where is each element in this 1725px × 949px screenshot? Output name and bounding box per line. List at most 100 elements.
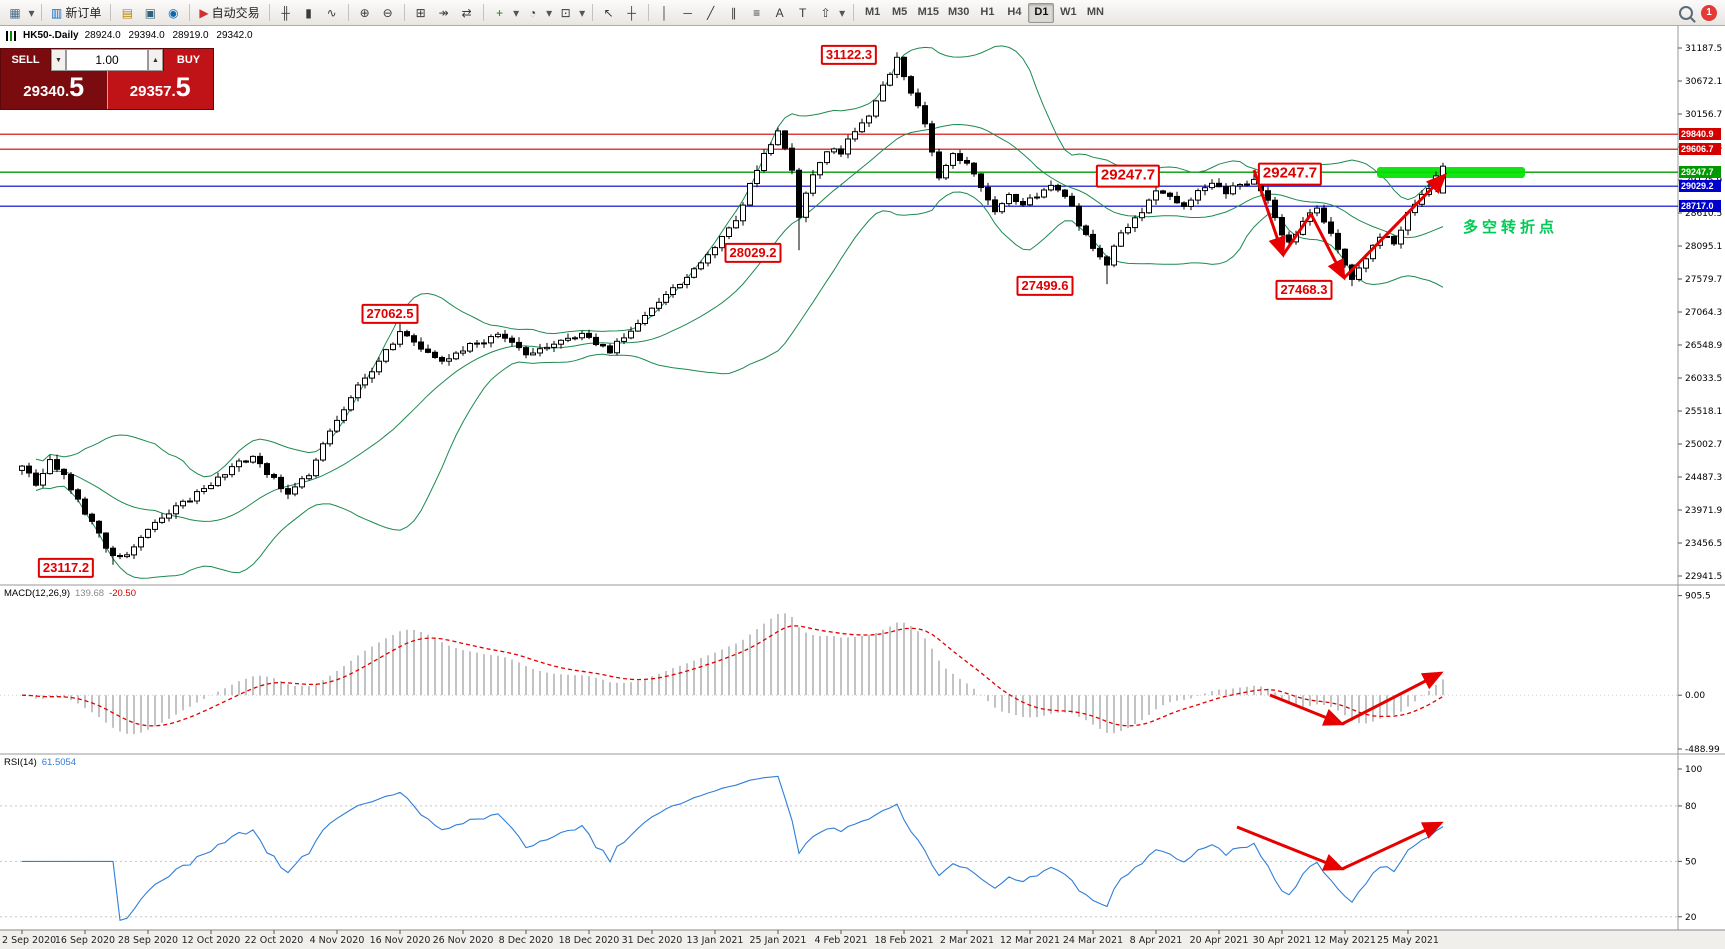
toolbar-separator: [852, 4, 854, 21]
search-icon[interactable]: [1679, 5, 1693, 20]
buy-price[interactable]: 29357. 5: [107, 71, 213, 109]
rsi-panel[interactable]: 100 80 50 20: [0, 765, 1702, 923]
svg-text:4 Feb 2021: 4 Feb 2021: [814, 935, 867, 946]
bar-chart-button[interactable]: ╫: [275, 3, 297, 23]
svg-text:30156.7: 30156.7: [1685, 110, 1722, 120]
indicators-button[interactable]: +: [489, 3, 511, 23]
sell-price[interactable]: 29340. 5: [1, 71, 108, 109]
symbol-low: 28919.0: [172, 30, 209, 41]
arrows-dropdown-icon: ▾: [839, 5, 846, 20]
indicators-icon: +: [496, 5, 504, 20]
new-order-button-label: 新订单: [65, 5, 102, 20]
navigator-button[interactable]: ◉: [162, 3, 184, 23]
svg-text:30672.1: 30672.1: [1685, 77, 1722, 87]
svg-text:12 May 2021: 12 May 2021: [1314, 935, 1376, 946]
macd-panel[interactable]: 905.5 0.00 -488.99: [0, 592, 1720, 755]
volume-increase-button[interactable]: ▲: [148, 49, 163, 71]
auto-trading-button-button[interactable]: ▶ 自动交易: [195, 3, 263, 23]
auto-scroll-button[interactable]: ↠: [433, 3, 455, 23]
price-scale-tag: 29840.9: [1679, 128, 1721, 141]
svg-text:12 Mar 2021: 12 Mar 2021: [1000, 935, 1060, 946]
svg-text:22 Oct 2020: 22 Oct 2020: [245, 935, 304, 946]
cursor-button[interactable]: ↖: [598, 3, 620, 23]
equidistant-channel-button[interactable]: ∥: [723, 3, 745, 23]
text-tool-button[interactable]: A: [769, 3, 791, 23]
svg-text:25518.1: 25518.1: [1685, 407, 1722, 417]
volume-up-icon: ▲: [152, 56, 159, 64]
price-annotation: 29247.7: [1257, 162, 1323, 186]
text-tool-icon: A: [775, 5, 784, 20]
templates-button[interactable]: ⊡: [555, 3, 577, 23]
timeframe-button-h4[interactable]: H4: [1001, 3, 1027, 23]
equidistant-channel-icon: ∥: [730, 5, 737, 20]
annotation-arrows: [1236, 169, 1448, 871]
volume-decrease-button[interactable]: ▼: [51, 49, 66, 71]
chart-shift-button[interactable]: ⇄: [456, 3, 478, 23]
timeframe-button-h1[interactable]: H1: [974, 3, 1000, 23]
timeframe-button-d1[interactable]: D1: [1028, 2, 1055, 23]
price-scale[interactable]: 31187.530672.130156.729641.329125.928610…: [1678, 44, 1722, 582]
horizontal-line-button[interactable]: ─: [677, 3, 699, 23]
periods-button[interactable]: ◔: [522, 3, 544, 23]
data-window-button[interactable]: ▣: [139, 3, 161, 23]
text-label-button[interactable]: T: [792, 3, 814, 23]
timeframe-button-m5[interactable]: M5: [887, 3, 913, 23]
crosshair-button[interactable]: ┼: [621, 3, 643, 23]
timeframe-button-m30[interactable]: M30: [944, 3, 973, 23]
price-annotation: 27499.6: [1016, 275, 1074, 297]
sell-button[interactable]: SELL: [1, 49, 51, 71]
sell-price-main: 29340.: [23, 83, 70, 100]
data-window-icon: ▣: [144, 5, 157, 20]
indicators-dropdown-button[interactable]: ▾: [512, 3, 521, 23]
cursor-icon: ↖: [603, 5, 614, 20]
chart-list-dropdown-button[interactable]: ▾: [27, 3, 36, 23]
auto-trading-button-label: 自动交易: [211, 5, 260, 20]
price-annotation: 27062.5: [361, 303, 419, 325]
svg-text:50: 50: [1685, 857, 1697, 867]
svg-text:8 Apr 2021: 8 Apr 2021: [1130, 935, 1183, 946]
arrows-dropdown-button[interactable]: ▾: [838, 3, 847, 23]
periods-icon: ◔: [528, 5, 537, 20]
horizontal-line-icon: ─: [683, 5, 692, 20]
tile-windows-button[interactable]: ⊞: [410, 3, 432, 23]
notification-badge[interactable]: 1: [1701, 4, 1717, 21]
candlestick-chart-button[interactable]: ▮: [298, 3, 320, 23]
svg-text:-488.99: -488.99: [1685, 745, 1720, 755]
fibonacci-button[interactable]: ≡: [746, 3, 768, 23]
toolbar-separator: [41, 4, 42, 21]
svg-text:24487.3: 24487.3: [1685, 473, 1722, 483]
timeframe-button-mn[interactable]: MN: [1082, 3, 1108, 23]
new-order-button-button[interactable]: ▥ 新订单: [47, 3, 105, 23]
periods-dropdown-button[interactable]: ▾: [545, 3, 554, 23]
chart-frame: [0, 26, 1725, 949]
navigator-icon: ◉: [168, 5, 179, 20]
zoom-out-button[interactable]: ⊖: [377, 3, 399, 23]
green-highlight-marker: [1377, 167, 1525, 178]
templates-dropdown-button[interactable]: ▾: [578, 3, 587, 23]
vertical-line-button[interactable]: │: [654, 3, 676, 23]
market-watch-button[interactable]: ▤: [116, 3, 138, 23]
svg-text:31 Dec 2020: 31 Dec 2020: [622, 935, 683, 946]
arrows-tool-button[interactable]: ⇧: [815, 3, 837, 23]
macd-signal-value: -20.50: [109, 588, 136, 599]
timeframe-button-w1[interactable]: W1: [1055, 3, 1081, 23]
vertical-line-icon: │: [660, 5, 669, 20]
market-watch-icon: ▤: [121, 5, 134, 20]
toolbar-separator: [110, 4, 112, 21]
volume-input[interactable]: [66, 49, 148, 71]
svg-text:27579.7: 27579.7: [1685, 275, 1722, 285]
svg-text:26548.9: 26548.9: [1685, 341, 1722, 351]
line-chart-button[interactable]: ∿: [321, 3, 343, 23]
timeframe-button-m15[interactable]: M15: [914, 3, 943, 23]
trendline-button[interactable]: ╱: [700, 3, 722, 23]
buy-button[interactable]: BUY: [163, 49, 213, 71]
zoom-in-button[interactable]: ⊕: [354, 3, 376, 23]
svg-text:26 Nov 2020: 26 Nov 2020: [433, 935, 494, 946]
price-annotation: 27468.3: [1275, 279, 1333, 301]
tile-windows-icon: ⊞: [415, 5, 426, 20]
new-chart-button[interactable]: ▦: [4, 3, 26, 23]
timeframe-button-m1[interactable]: M1: [860, 3, 886, 23]
